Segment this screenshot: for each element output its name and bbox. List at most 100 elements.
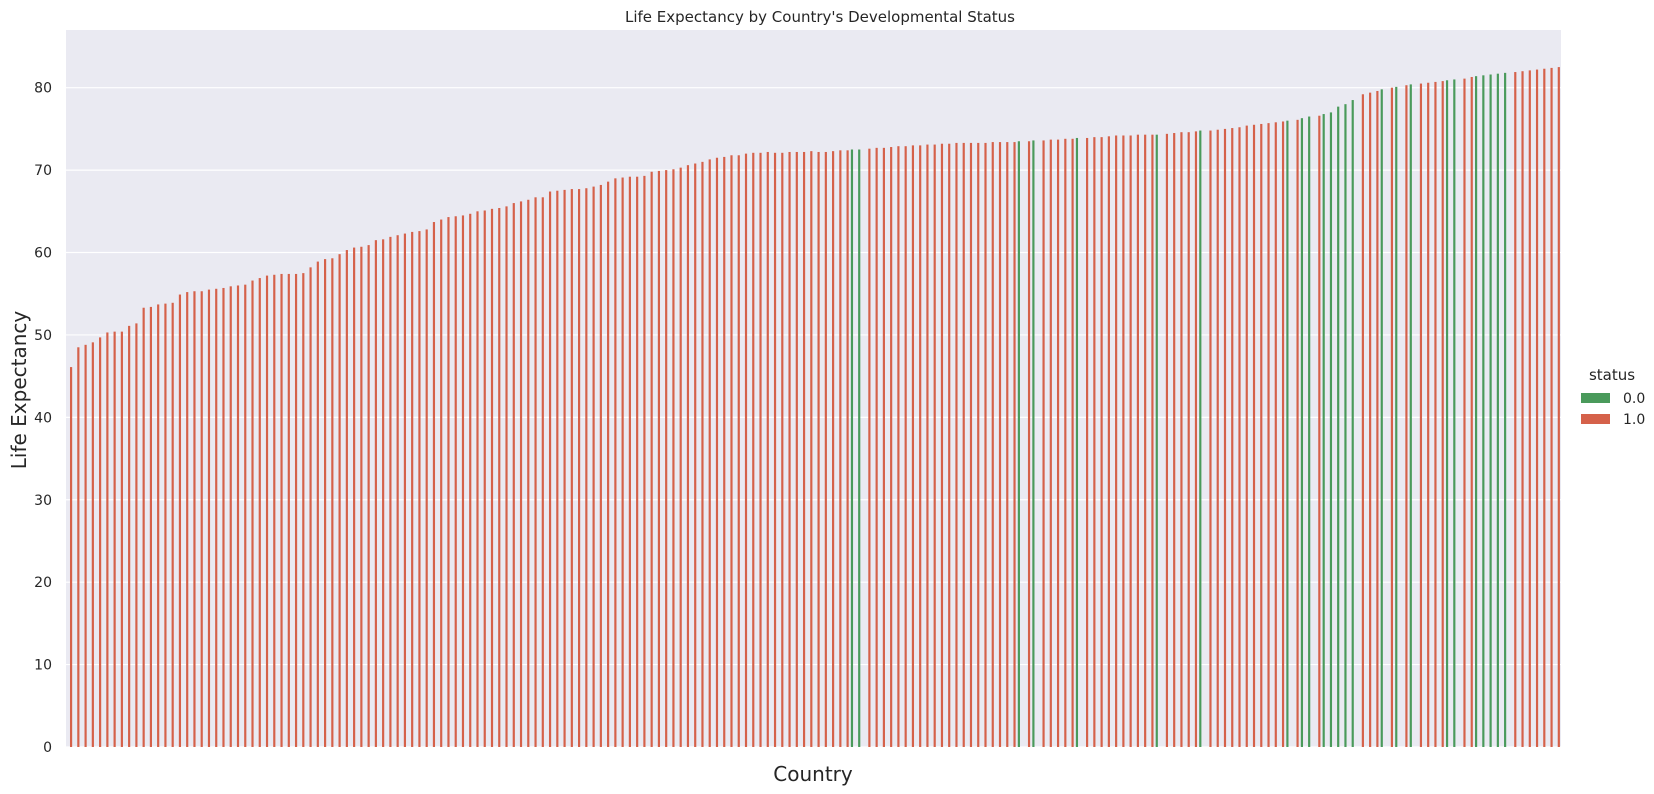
bar-27 [265, 275, 269, 747]
y-axis-label: Life Expectancy [7, 311, 31, 470]
bar-144 [1115, 135, 1118, 748]
bar-60 [505, 206, 508, 747]
y-tick-label-60: 60 [34, 246, 52, 262]
bar-157 [1209, 130, 1212, 748]
bar-181 [1380, 89, 1383, 748]
bar-31 [294, 273, 298, 747]
bar-126 [984, 142, 987, 747]
bar-86 [694, 163, 697, 747]
bar-205 [1557, 67, 1560, 748]
bar-10 [142, 307, 145, 747]
bar-124 [969, 142, 973, 747]
bar-106 [839, 150, 842, 747]
bar-77 [628, 176, 631, 747]
bar-35 [324, 259, 327, 747]
bar-88 [708, 159, 711, 747]
bar-187 [1427, 82, 1430, 748]
bar-7 [120, 331, 123, 747]
bar-162 [1245, 125, 1248, 748]
bar-97 [773, 152, 777, 748]
bar-83 [672, 169, 675, 747]
bar-46 [403, 233, 407, 747]
bar-156 [1199, 130, 1202, 748]
bar-43 [382, 239, 385, 747]
y-tick-label-0: 0 [43, 740, 52, 756]
bar-87 [701, 161, 704, 748]
bar-125 [977, 142, 980, 747]
bar-166 [1274, 122, 1277, 748]
bar-185 [1409, 84, 1412, 747]
bar-40 [360, 246, 363, 747]
bar-98 [781, 152, 784, 748]
bar-17 [193, 291, 196, 747]
bar-109 [858, 149, 861, 747]
bar-95 [759, 152, 762, 748]
bar-30 [287, 273, 290, 747]
y-tick-label-30: 30 [34, 493, 52, 509]
bar-70 [578, 189, 581, 747]
bar-110 [868, 148, 871, 747]
y-tick-label-10: 10 [34, 658, 52, 674]
bar-141 [1093, 137, 1096, 747]
bar-153 [1180, 132, 1183, 747]
y-tick-label-20: 20 [34, 575, 52, 591]
bar-54 [461, 215, 465, 747]
bar-66 [548, 191, 552, 747]
bar-104 [824, 151, 827, 748]
chart-title: Life Expectancy by Country's Development… [625, 8, 1015, 26]
bar-152 [1173, 133, 1176, 747]
bar-140 [1086, 137, 1089, 747]
bar-129 [1006, 142, 1009, 747]
bar-183 [1395, 86, 1398, 748]
bar-201 [1528, 70, 1531, 747]
bar-178 [1361, 94, 1364, 747]
bar-164 [1260, 123, 1263, 747]
bar-131 [1017, 141, 1020, 747]
bar-19 [207, 289, 211, 747]
bar-120 [940, 143, 944, 748]
bar-100 [795, 151, 798, 748]
bar-182 [1390, 87, 1393, 747]
bar-132 [1027, 141, 1031, 747]
bar-9 [135, 323, 138, 747]
bar-142 [1100, 137, 1103, 747]
bar-192 [1463, 78, 1466, 748]
bar-139 [1075, 137, 1079, 747]
bar-114 [897, 146, 900, 747]
bar-138 [1071, 138, 1074, 748]
bar-149 [1151, 134, 1154, 748]
bar-5 [106, 332, 109, 747]
bar-188 [1434, 81, 1437, 748]
bar-102 [810, 151, 813, 747]
bar-179 [1369, 92, 1372, 747]
legend-swatch-0 [1581, 393, 1610, 403]
bar-61 [512, 203, 515, 747]
y-tick-label-40: 40 [34, 410, 52, 426]
bar-18 [200, 291, 203, 747]
bar-69 [570, 189, 573, 747]
bar-41 [367, 245, 370, 747]
bar-52 [447, 217, 450, 747]
bar-28 [273, 274, 276, 747]
bar-53 [454, 216, 457, 747]
x-axis-label: Country [773, 762, 853, 786]
bar-76 [621, 177, 624, 747]
bar-165 [1267, 123, 1270, 747]
legend-label-0: 0.0 [1623, 391, 1645, 407]
bar-44 [389, 236, 392, 748]
bar-55 [469, 213, 472, 747]
bar-57 [483, 210, 486, 748]
bar-198 [1504, 72, 1507, 748]
bar-49 [425, 229, 428, 747]
legend-swatch-1 [1581, 414, 1610, 424]
bar-143 [1107, 136, 1110, 747]
bar-15 [178, 294, 182, 747]
bar-33 [309, 267, 312, 747]
bar-168 [1286, 120, 1289, 747]
bar-119 [933, 144, 936, 747]
legend-title: status [1589, 366, 1635, 384]
bar-195 [1482, 75, 1485, 747]
bar-127 [991, 142, 994, 747]
bar-136 [1056, 139, 1060, 748]
bar-148 [1144, 134, 1147, 748]
